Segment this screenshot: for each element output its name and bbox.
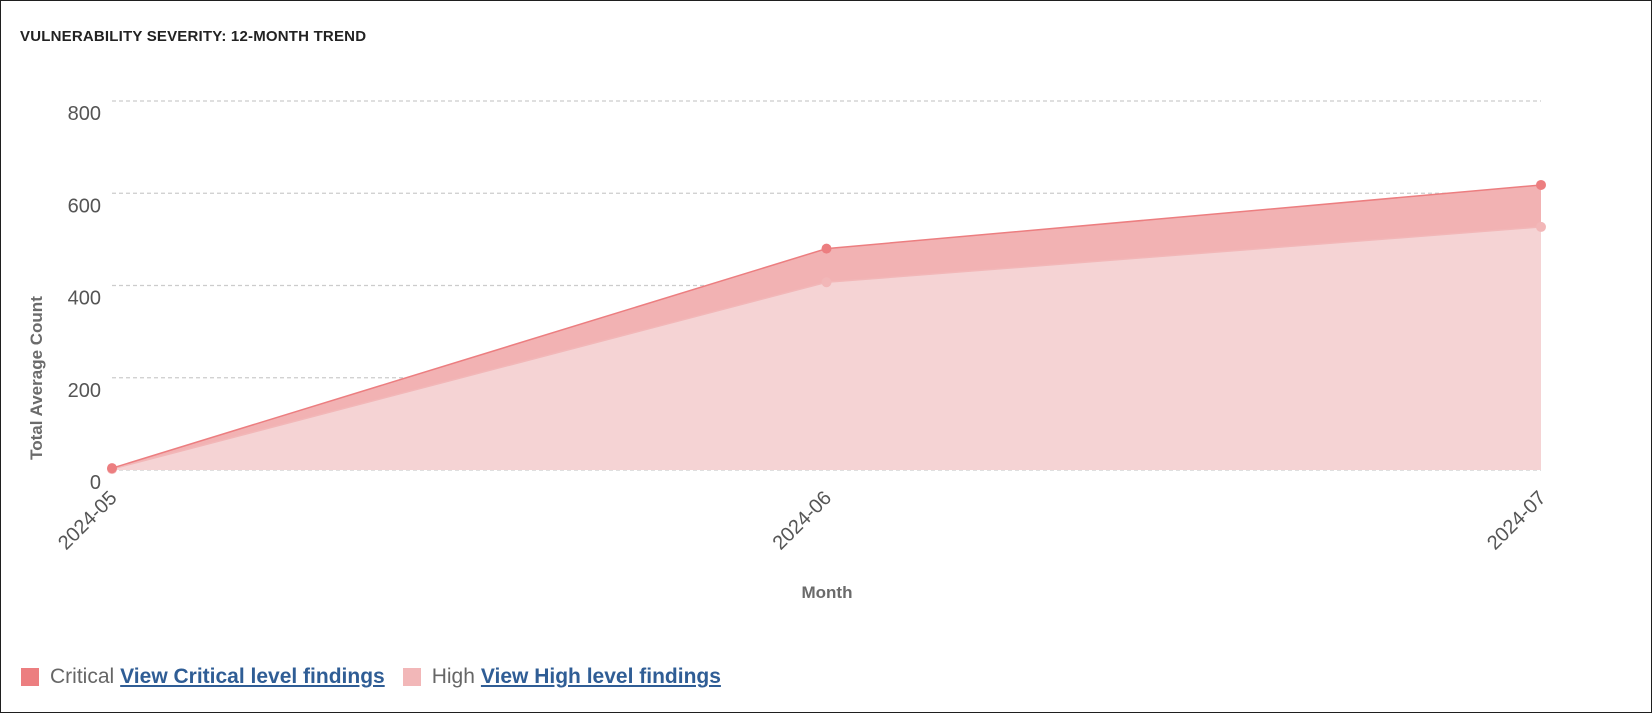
critical-point[interactable] [1536,179,1546,190]
high-point[interactable] [821,277,832,288]
x-axis-title: Month [802,583,853,602]
critical-point[interactable] [821,243,832,254]
x-axis-ticks: 2024-05 2024-06 2024-07 [54,487,1550,554]
y-tick-label: 400 [68,288,101,310]
chart-title: VULNERABILITY SEVERITY: 12-MONTH TREND [20,28,367,45]
area-chart: 0 200 400 600 800 2024-05 2024-06 2024-07 Tota… [27,100,1551,602]
critical-point[interactable] [107,463,117,474]
legend-label-critical: Critical [50,665,115,688]
y-tick-label: 600 [68,195,101,217]
y-tick-label: 200 [68,380,101,402]
legend-swatch-high [402,668,421,686]
y-tick-label: 800 [68,103,101,125]
y-tick-label: 0 [90,472,101,494]
area-series [111,184,1542,470]
critical-area [112,184,1541,470]
y-axis-title: Total Average Count [27,296,46,460]
data-points [107,179,1546,475]
legend-item-critical: Critical View Critical level findings [21,665,385,689]
y-axis-ticks: 0 200 400 600 800 [68,103,101,494]
view-high-findings-link[interactable]: View High level findings [480,665,721,688]
legend-item-high: High View High level findings [402,665,721,689]
view-critical-findings-link[interactable]: View Critical level findings [120,665,385,688]
legend-swatch-critical [21,668,39,686]
x-tick-label: 2024-07 [1483,487,1550,554]
x-tick-label: 2024-06 [769,487,836,554]
high-point[interactable] [1536,221,1546,232]
legend-label-high: High [431,665,475,688]
high-area [112,226,1541,470]
x-tick-label: 2024-05 [54,487,121,554]
chart-legend: Critical View Critical level findings Hi… [21,665,739,689]
